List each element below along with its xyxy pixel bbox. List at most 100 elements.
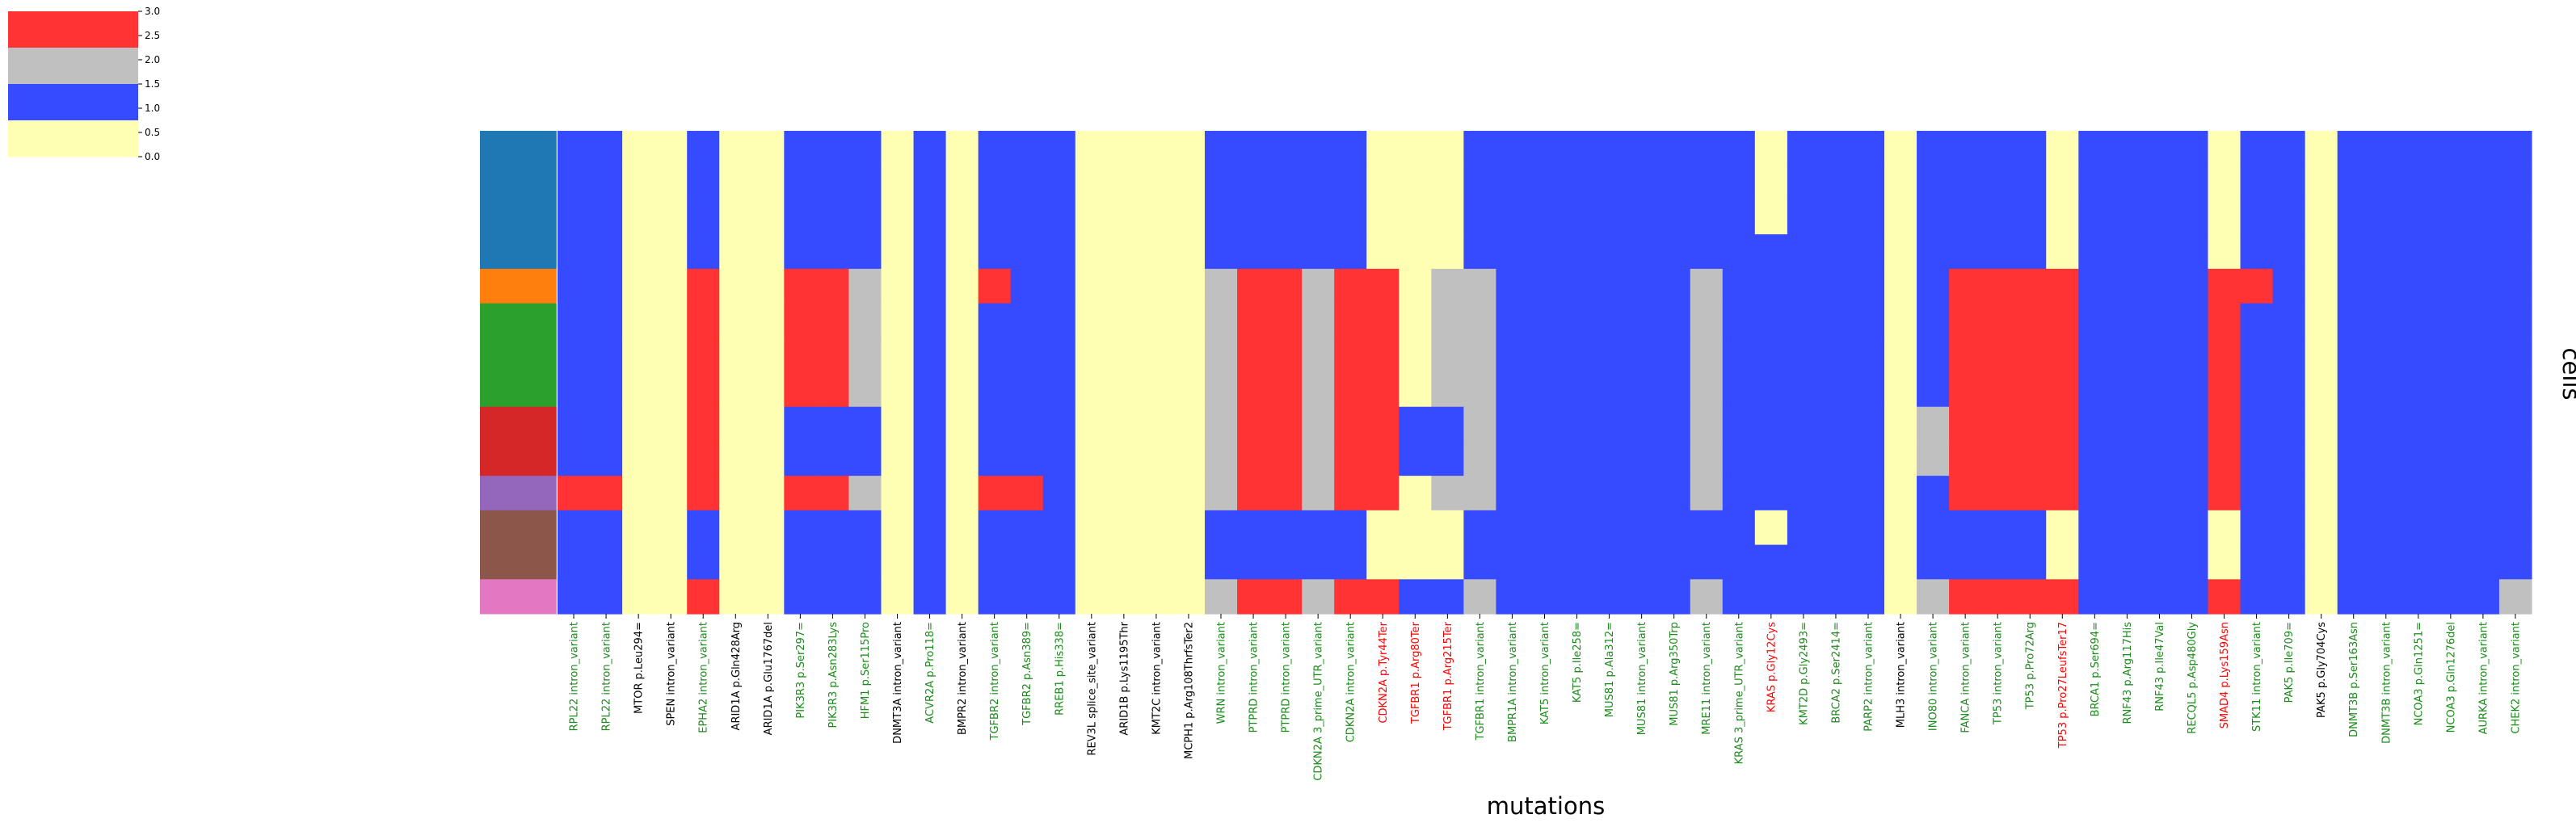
heatmap-cell	[1754, 406, 1788, 443]
heatmap-cell	[1819, 406, 1853, 443]
heatmap-cell	[1884, 510, 1917, 546]
x-tick-label: EPHA2 intron_variant	[698, 622, 710, 733]
heatmap-cell	[945, 510, 979, 546]
heatmap-cell	[2337, 165, 2371, 201]
colorbar-tick-label: 0.5	[145, 127, 160, 138]
x-tick-label: ARID1B p.Lys1195Thr	[1118, 621, 1130, 735]
heatmap-cell	[1204, 338, 1238, 373]
heatmap-cell	[2305, 165, 2338, 201]
heatmap-cell	[1949, 338, 1982, 373]
heatmap-cell	[2466, 165, 2500, 201]
heatmap-cell	[1107, 441, 1141, 476]
heatmap-cell	[913, 268, 947, 304]
heatmap-cell	[1754, 372, 1788, 408]
heatmap-cell	[2369, 199, 2403, 235]
heatmap-cell	[1431, 131, 1464, 166]
heatmap-cell	[719, 510, 752, 546]
heatmap-cell	[1269, 441, 1303, 476]
heatmap-cell	[1334, 268, 1367, 304]
heatmap-cell	[1593, 165, 1627, 201]
heatmap-cell	[2240, 234, 2274, 270]
heatmap-cell	[1107, 579, 1141, 615]
heatmap-cell	[2498, 165, 2532, 201]
x-tick-label: MUS81 p.Ala312=	[1604, 622, 1616, 717]
heatmap-cell	[1949, 476, 1982, 511]
heatmap-cell	[1399, 268, 1432, 304]
heatmap-cell	[848, 406, 882, 443]
x-tick-label: TGFBR2 p.Asn389=	[1021, 622, 1033, 726]
heatmap-cell	[1399, 199, 1432, 235]
heatmap-cell	[590, 579, 623, 615]
heatmap-cell	[1463, 131, 1497, 166]
heatmap-cell	[1366, 579, 1400, 615]
heatmap-cell	[2175, 131, 2209, 166]
heatmap-cell	[816, 165, 850, 201]
heatmap-cell	[719, 544, 752, 580]
heatmap-cell	[2434, 234, 2468, 270]
heatmap-cell	[2208, 338, 2241, 373]
heatmap-cell	[1139, 268, 1173, 304]
x-tick-label: KRAS 3_prime_UTR_variant	[1733, 622, 1745, 764]
heatmap-cell	[1560, 476, 1594, 511]
heatmap-cell	[1237, 372, 1270, 408]
heatmap-cell	[590, 199, 623, 235]
heatmap-cell	[558, 372, 591, 408]
heatmap-cell	[2272, 406, 2306, 443]
heatmap-cell	[1690, 165, 1724, 201]
heatmap-cell	[978, 510, 1012, 546]
heatmap-cell	[751, 234, 785, 270]
heatmap-cell	[1075, 406, 1109, 443]
heatmap-cell	[848, 131, 882, 166]
x-tick-label: WRN intron_variant	[1216, 622, 1228, 724]
x-tick-label: KAT5 intron_variant	[1539, 622, 1551, 724]
heatmap-cell	[881, 234, 915, 270]
heatmap-cell	[848, 510, 882, 546]
heatmap-cell	[2208, 131, 2241, 166]
heatmap-cells	[558, 131, 2532, 615]
heatmap-cell	[655, 268, 688, 304]
heatmap-cell	[945, 303, 979, 338]
heatmap-cell	[1366, 303, 1400, 338]
heatmap-cell	[2369, 579, 2403, 615]
heatmap-cell	[1463, 338, 1497, 373]
heatmap-cell	[2208, 406, 2241, 443]
heatmap-cell	[1787, 303, 1820, 338]
heatmap-cell	[2046, 234, 2079, 270]
heatmap-cell	[1204, 476, 1238, 511]
x-tick-label: MRE11 intron_variant	[1701, 622, 1713, 735]
x-tick-label: AURKA intron_variant	[2477, 622, 2490, 734]
heatmap-cell	[655, 303, 688, 338]
heatmap-cell	[1302, 441, 1335, 476]
heatmap-cell	[2240, 131, 2274, 166]
heatmap-cell	[1204, 406, 1238, 443]
heatmap-cell	[1334, 234, 1367, 270]
heatmap-cell	[1690, 303, 1724, 338]
heatmap-cell	[1366, 131, 1400, 166]
heatmap-cell	[2014, 476, 2047, 511]
heatmap-cell	[1431, 303, 1464, 338]
heatmap-cell	[1172, 544, 1206, 580]
heatmap-cell	[913, 303, 947, 338]
heatmap-cell	[913, 544, 947, 580]
heatmap-cell	[1981, 165, 2014, 201]
heatmap-cell	[1690, 234, 1724, 270]
heatmap-cell	[2078, 338, 2111, 373]
heatmap-cell	[2208, 579, 2241, 615]
heatmap-cell	[1981, 268, 2014, 304]
heatmap-cell	[1172, 510, 1206, 546]
heatmap-cell	[1269, 406, 1303, 443]
colorbar: 0.0 0.5 1.0 1.5 2.0 2.5 3.0	[8, 6, 160, 162]
heatmap-cell	[816, 131, 850, 166]
heatmap-cell	[1917, 544, 1950, 580]
heatmap-cell	[1981, 544, 2014, 580]
heatmap-cell	[945, 338, 979, 373]
heatmap-cell	[1851, 303, 1885, 338]
heatmap-cell	[558, 406, 591, 443]
heatmap-cell	[1851, 579, 1885, 615]
heatmap-cell	[913, 131, 947, 166]
heatmap-cell	[1593, 131, 1627, 166]
heatmap-cell	[1107, 131, 1141, 166]
heatmap-cell	[2337, 476, 2371, 511]
heatmap-cell	[1593, 544, 1627, 580]
heatmap-cell	[1657, 131, 1691, 166]
